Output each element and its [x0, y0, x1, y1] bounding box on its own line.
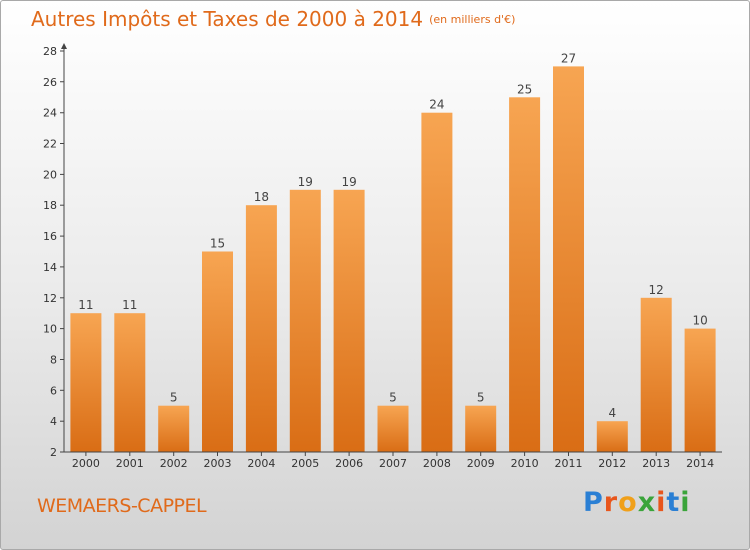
x-tick-label-2014: 2014 [686, 457, 714, 470]
y-tick-label-2: 2 [50, 446, 57, 459]
x-tick-label-2011: 2011 [555, 457, 583, 470]
bar-2013 [640, 297, 672, 452]
y-tick-label-6: 6 [50, 384, 57, 397]
bar-2000 [70, 313, 102, 452]
data-label-2010: 25 [517, 82, 532, 96]
bar-2014 [684, 328, 716, 452]
chart-title-unit: (en milliers d'€) [429, 13, 516, 26]
y-axis-arrow [61, 43, 67, 49]
bar-2011 [553, 66, 584, 453]
data-label-2009: 5 [477, 391, 485, 405]
y-tick-label-28: 28 [43, 45, 57, 58]
y-tick-label-10: 10 [43, 323, 57, 336]
data-label-2008: 24 [429, 98, 444, 112]
data-label-2001: 11 [122, 298, 137, 312]
data-label-2002: 5 [170, 391, 178, 405]
proxiti-logo: Proxiti [583, 487, 691, 518]
y-tick-label-22: 22 [43, 138, 57, 151]
y-tick-label-14: 14 [43, 261, 57, 274]
bar-2001 [114, 313, 146, 452]
chart-title: Autres Impôts et Taxes de 2000 à 2014 (en… [31, 7, 515, 31]
logo-letter: x [637, 487, 657, 518]
axes-group: 2000 2001 2002 2003 2004 2005 2006 2007 2008 2009… [43, 43, 722, 470]
logo-letter: o [618, 487, 638, 518]
x-tick-label-2007: 2007 [379, 457, 407, 470]
bar-2010 [509, 97, 541, 453]
x-tick-label-2006: 2006 [335, 457, 363, 470]
data-label-2014: 10 [692, 314, 707, 328]
bar-2002 [158, 405, 190, 452]
y-tick-label-4: 4 [50, 415, 57, 428]
x-tick-label-2002: 2002 [160, 457, 188, 470]
bars-group: 11 11 5 15 18 19 19 5 24 5 25 27 4 12 10 [70, 51, 716, 453]
y-tick-label-12: 12 [43, 292, 57, 305]
y-tick-label-20: 20 [43, 168, 57, 181]
x-tick-label-2005: 2005 [291, 457, 319, 470]
data-label-2004: 18 [254, 190, 269, 204]
x-tick-label-2003: 2003 [204, 457, 232, 470]
x-tick-label-2004: 2004 [247, 457, 275, 470]
x-tick-label-2001: 2001 [116, 457, 144, 470]
logo-letter: i [680, 487, 691, 518]
bar-2012 [596, 421, 628, 452]
x-tick-label-2013: 2013 [642, 457, 670, 470]
bar-2007 [377, 405, 409, 452]
x-tick-label-2010: 2010 [511, 457, 539, 470]
bar-2004 [245, 205, 277, 452]
y-tick-label-18: 18 [43, 199, 57, 212]
bar-2006 [333, 189, 365, 453]
data-label-2012: 4 [608, 406, 616, 420]
logo-letter: P [583, 487, 604, 518]
data-label-2013: 12 [649, 283, 664, 297]
data-label-2006: 19 [341, 175, 356, 189]
data-label-2005: 19 [298, 175, 313, 189]
logo-letter: t [666, 487, 681, 518]
x-tick-label-2009: 2009 [467, 457, 495, 470]
chart-title-text: Autres Impôts et Taxes de 2000 à 2014 [31, 7, 424, 31]
bar-2003 [202, 251, 233, 452]
data-label-2007: 5 [389, 391, 397, 405]
bar-2008 [421, 112, 453, 452]
logo-letter: i [656, 487, 667, 518]
data-label-2011: 27 [561, 51, 576, 65]
data-label-2000: 11 [78, 298, 93, 312]
logo-letter: r [603, 487, 619, 518]
y-tick-label-24: 24 [43, 107, 57, 120]
x-tick-label-2012: 2012 [598, 457, 626, 470]
data-label-2003: 15 [210, 237, 225, 251]
y-tick-label-26: 26 [43, 76, 57, 89]
bar-2005 [289, 189, 321, 453]
x-tick-label-2008: 2008 [423, 457, 451, 470]
y-tick-label-8: 8 [50, 354, 57, 367]
bar-2009 [465, 405, 497, 452]
commune-name: WEMAERS-CAPPEL [37, 495, 207, 517]
x-tick-label-2000: 2000 [72, 457, 100, 470]
y-tick-label-16: 16 [43, 230, 57, 243]
